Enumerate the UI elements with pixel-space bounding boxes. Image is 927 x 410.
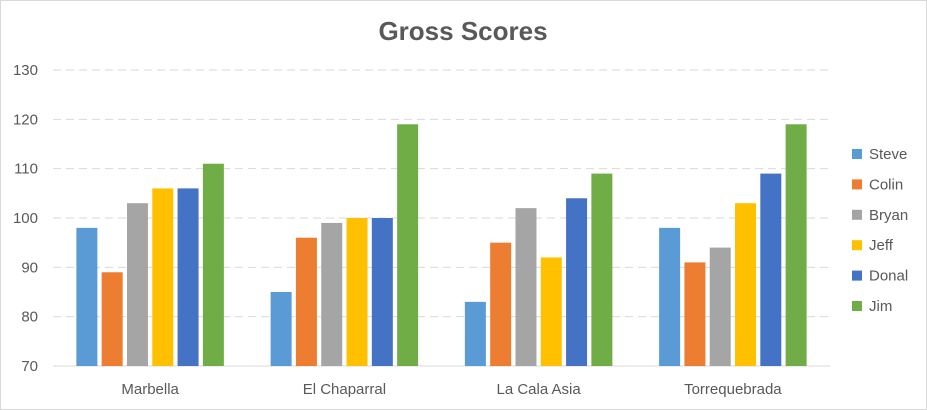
bar — [684, 262, 706, 366]
legend-swatch — [852, 301, 862, 311]
bar — [659, 227, 681, 366]
bar — [126, 203, 148, 366]
y-axis-ticks: 70 80 90 100 110 120 130 — [13, 62, 38, 375]
legend-label: Jeff — [869, 237, 894, 254]
bar — [735, 203, 757, 366]
bar — [397, 124, 419, 367]
chart-title: Gross Scores — [378, 16, 547, 46]
bar — [270, 292, 292, 366]
bar — [76, 227, 98, 366]
bar — [591, 173, 613, 366]
bar — [490, 242, 512, 366]
legend-swatch — [852, 149, 862, 159]
bar — [709, 247, 731, 366]
y-tick-label: 130 — [13, 62, 38, 79]
y-tick-label: 110 — [14, 161, 38, 178]
legend-swatch — [852, 240, 862, 251]
legend-label: Jim — [869, 298, 892, 315]
bar — [295, 237, 317, 366]
y-tick-label: 120 — [13, 111, 38, 128]
bars — [76, 124, 807, 367]
legend-swatch — [852, 209, 862, 220]
legend-label: Steve — [869, 146, 907, 163]
bar — [321, 222, 343, 366]
bar — [464, 301, 486, 366]
bar — [566, 198, 588, 366]
bar — [346, 218, 368, 366]
legend-label: Colin — [869, 176, 903, 193]
y-tick-label: 100 — [13, 210, 38, 227]
x-tick-label: Torrequebrada — [684, 381, 782, 398]
bar — [101, 272, 123, 366]
x-tick-label: La Cala Asia — [497, 381, 582, 398]
bar — [540, 257, 562, 366]
bar — [177, 188, 199, 366]
bar — [515, 208, 537, 366]
bar — [371, 218, 393, 366]
legend-label: Donal — [869, 268, 908, 285]
legend-swatch — [852, 270, 862, 281]
bar — [202, 163, 224, 366]
bar — [760, 173, 782, 366]
legend: Steve Colin Bryan Jeff Donal Jim — [852, 146, 908, 315]
bar — [152, 188, 174, 366]
x-tick-label: El Chaparral — [303, 381, 386, 398]
y-tick-label: 70 — [21, 358, 38, 375]
legend-label: Bryan — [869, 207, 908, 224]
y-tick-label: 90 — [21, 259, 38, 276]
y-tick-label: 80 — [21, 309, 38, 326]
legend-swatch — [852, 179, 862, 190]
bar — [785, 124, 807, 367]
x-axis-ticks: Marbella El Chaparral La Cala Asia Torreque… — [121, 381, 782, 398]
x-tick-label: Marbella — [121, 381, 179, 398]
